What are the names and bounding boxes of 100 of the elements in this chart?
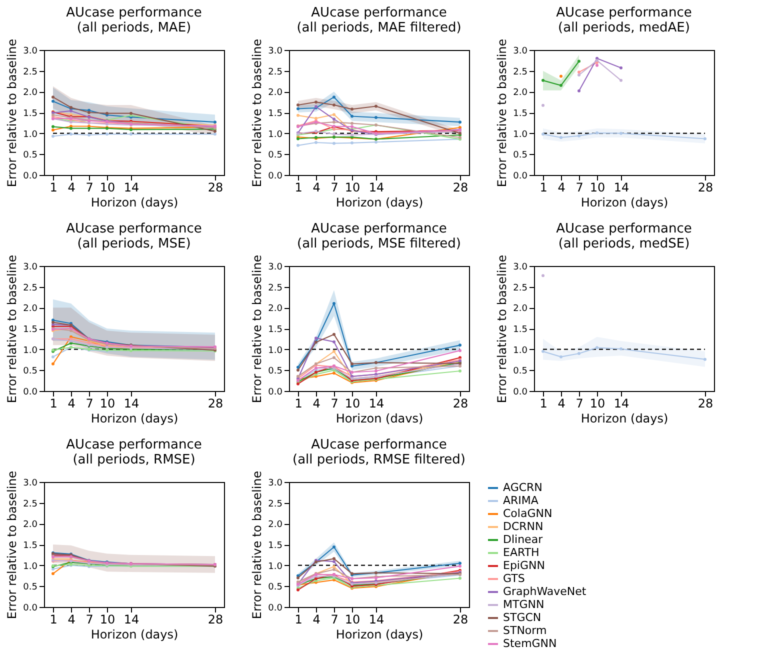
y-axis-title: Error relative to baseline: [5, 470, 20, 620]
x-axis-title: Horizon (days): [90, 196, 178, 210]
y-tick-label: 1.5: [513, 109, 528, 119]
y-tick-label: 1.0: [513, 130, 528, 140]
y-tick-label: 2.0: [23, 304, 38, 314]
x-tick-label: 4: [68, 612, 76, 626]
x-tick-label: 1: [50, 612, 58, 626]
x-tick-label: 1: [294, 612, 302, 626]
x-tick-label: 1: [50, 396, 58, 410]
y-tick-label: 1.0: [268, 346, 283, 356]
text: AUcase performance: [556, 221, 692, 236]
x-tick-label: 28: [452, 396, 468, 410]
legend-label: STGCN: [503, 611, 542, 624]
y-tick-label: 3.0: [268, 46, 283, 56]
text: (all periods, RMSE): [72, 452, 196, 468]
x-tick-label: 7: [86, 396, 94, 410]
y-tick-label: 3.0: [23, 46, 38, 56]
text: (all periods, MSE): [77, 236, 191, 252]
x-tick-label: 4: [312, 612, 320, 626]
y-tick-label: 0.5: [268, 582, 282, 593]
y-axis-title: Error relative to baseline: [250, 470, 264, 620]
x-tick-label: 14: [124, 396, 140, 410]
x-tick-label: 10: [100, 180, 116, 194]
y-tick-label: 0.5: [23, 582, 38, 593]
text: (all periods, medSE): [558, 236, 690, 252]
y-tick-label: 1.0: [23, 130, 38, 140]
text: AUcase performance: [66, 5, 202, 20]
x-tick-label: 4: [68, 180, 76, 194]
y-tick-label: 2.5: [268, 67, 282, 78]
y-tick-label: 2.0: [513, 304, 528, 314]
x-tick-label: 4: [312, 396, 320, 410]
x-tick-label: 14: [368, 396, 384, 410]
y-tick-label: 2.5: [23, 67, 38, 78]
y-tick-label: 2.5: [268, 499, 282, 510]
x-axis-title: Horizon (days): [90, 628, 178, 642]
y-tick-label: 0.5: [23, 150, 38, 161]
x-axis-title: Horizon (davs): [336, 412, 424, 426]
text: (all periods, RMSE filtered): [292, 452, 466, 468]
x-tick-label: 1: [540, 180, 548, 194]
x-tick-label: 28: [208, 612, 224, 626]
x-tick-label: 4: [312, 180, 320, 194]
x-tick-label: 10: [100, 612, 116, 626]
text: AUcase performance: [311, 5, 447, 20]
x-tick-label: 4: [558, 180, 566, 194]
y-tick-label: 0.0: [513, 172, 528, 182]
x-tick-label: 28: [452, 180, 468, 194]
y-tick-label: 2.0: [23, 88, 38, 98]
y-tick-label: 3.0: [268, 262, 283, 272]
y-tick-label: 0.5: [513, 150, 528, 161]
text: AUcase performance: [311, 437, 447, 452]
y-tick-label: 1.5: [23, 541, 38, 551]
legend-label: Dlinear: [503, 533, 544, 546]
x-tick-label: 14: [124, 612, 140, 626]
x-axis-title: Horizon (days): [336, 196, 424, 210]
x-tick-label: 10: [344, 396, 360, 410]
y-tick-label: 0.0: [268, 604, 283, 614]
legend-label: ColaGNN: [503, 507, 552, 520]
y-tick-label: 0.0: [268, 388, 283, 398]
legend-label: ARIMA: [503, 494, 539, 507]
y-tick-label: 0.0: [23, 388, 38, 398]
legend-label: DCRNN: [503, 520, 544, 533]
y-tick-label: 2.5: [513, 283, 528, 294]
x-tick-label: 10: [590, 396, 606, 410]
x-tick-label: 28: [698, 180, 714, 194]
text: (all periods, MAE filtered): [296, 20, 462, 36]
y-tick-label: 1.5: [268, 325, 282, 335]
x-tick-label: 28: [208, 180, 224, 194]
x-tick-label: 28: [208, 396, 224, 410]
y-tick-label: 0.5: [23, 366, 38, 377]
y-axis-title: Error relative to baseline: [495, 38, 510, 188]
x-tick-label: 28: [452, 612, 468, 626]
x-axis-title: Horizon (days): [580, 412, 668, 426]
y-tick-label: 3.0: [513, 46, 528, 56]
legend-label: StemGNN: [503, 637, 557, 650]
y-tick-label: 1.0: [268, 562, 283, 572]
x-tick-label: 7: [86, 612, 94, 626]
y-tick-label: 0.0: [268, 172, 283, 182]
y-tick-label: 2.5: [513, 67, 528, 78]
x-tick-label: 4: [558, 396, 566, 410]
y-tick-label: 1.5: [268, 541, 282, 551]
x-tick-label: 1: [294, 396, 302, 410]
x-tick-label: 14: [124, 180, 140, 194]
text: AUcase performance: [556, 5, 692, 20]
x-tick-label: 28: [698, 396, 714, 410]
x-tick-label: 10: [590, 180, 606, 194]
x-axis-title: Horizon (days): [90, 412, 178, 426]
y-tick-label: 0.5: [268, 366, 282, 377]
y-axis-title: Error relative to baseline: [250, 254, 264, 404]
y-axis-title: Error relative to baseline: [495, 254, 510, 404]
y-tick-label: 2.0: [268, 304, 283, 314]
x-tick-label: 10: [344, 612, 360, 626]
y-tick-label: 2.5: [23, 283, 38, 294]
x-axis-title: Horizon (days): [580, 196, 668, 210]
y-axis-title: Error relative to baseline: [250, 38, 264, 188]
x-tick-label: 1: [50, 180, 58, 194]
x-tick-label: 4: [68, 396, 76, 410]
y-tick-label: 1.0: [23, 346, 38, 356]
y-tick-label: 0.5: [513, 366, 528, 377]
legend-label: AGCRN: [503, 481, 542, 494]
x-tick-label: 7: [330, 612, 338, 626]
